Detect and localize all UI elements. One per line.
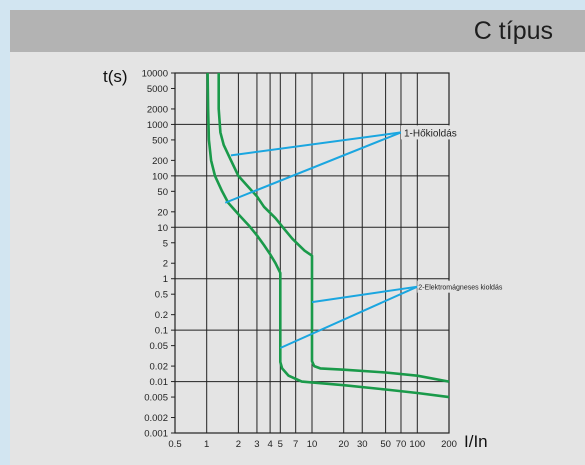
y-tick-label: 200 (152, 156, 168, 167)
series-line-2 (217, 73, 450, 383)
x-tick-label: 0.5 (168, 439, 181, 450)
annotation-label-elektromagneses: 2-Elektromágneses kioldás (418, 285, 503, 292)
annotation-pointer (230, 131, 402, 157)
y-tick-label: 1 (163, 274, 168, 285)
y-tick-label: 0.2 (155, 310, 168, 321)
y-tick-label: 50 (157, 187, 168, 198)
x-tick-label: 7 (293, 439, 298, 450)
series-line-1 (206, 72, 450, 399)
annotation-label-bg (417, 280, 513, 293)
x-tick-label: 100 (409, 439, 425, 450)
y-tick-label: 0.002 (144, 413, 168, 424)
x-tick-label: 50 (380, 439, 391, 450)
annotation-pointer (311, 285, 418, 304)
y-tick-label: 500 (152, 135, 168, 146)
x-tick-label: 5 (278, 439, 283, 450)
annotation-label-hokioldas: 1-Hőkioldás (404, 128, 457, 139)
y-axis-label: t(s) (103, 67, 128, 86)
y-tick-label: 0.1 (155, 326, 168, 337)
y-tick-label: 2 (163, 259, 168, 270)
y-tick-label: 0.05 (150, 341, 169, 352)
x-tick-label: 200 (441, 439, 457, 450)
y-tick-label: 0.005 (144, 393, 168, 404)
annotation-pointer (224, 131, 402, 204)
annotation-pointer (279, 285, 418, 349)
y-tick-label: 0.5 (155, 290, 168, 301)
y-tick-label: 1000 (147, 120, 168, 131)
y-tick-label: 10 (157, 223, 168, 234)
x-tick-label: 4 (267, 439, 272, 450)
x-axis-label: I/In (464, 432, 488, 451)
y-tick-label: 2000 (147, 104, 168, 115)
y-tick-label: 5 (163, 238, 168, 249)
y-tick-label: 100 (152, 171, 168, 182)
y-tick-label: 0.02 (150, 362, 169, 373)
x-tick-label: 10 (307, 439, 318, 450)
x-tick-label: 2 (236, 439, 241, 450)
y-tick-label: 10000 (142, 69, 168, 80)
header-title: C típus (473, 17, 553, 45)
y-tick-label: 0.001 (144, 429, 168, 440)
y-tick-label: 5000 (147, 84, 168, 95)
x-tick-label: 70 (396, 439, 407, 450)
header-bar: C típus (10, 10, 585, 52)
y-tick-label: 20 (157, 207, 168, 218)
x-tick-label: 20 (338, 439, 349, 450)
y-tick-label: 0.01 (150, 377, 169, 388)
x-tick-label: 1 (204, 439, 209, 450)
x-tick-label: 30 (357, 439, 368, 450)
annotation-label-bg (400, 125, 473, 140)
x-tick-label: 3 (254, 439, 259, 450)
